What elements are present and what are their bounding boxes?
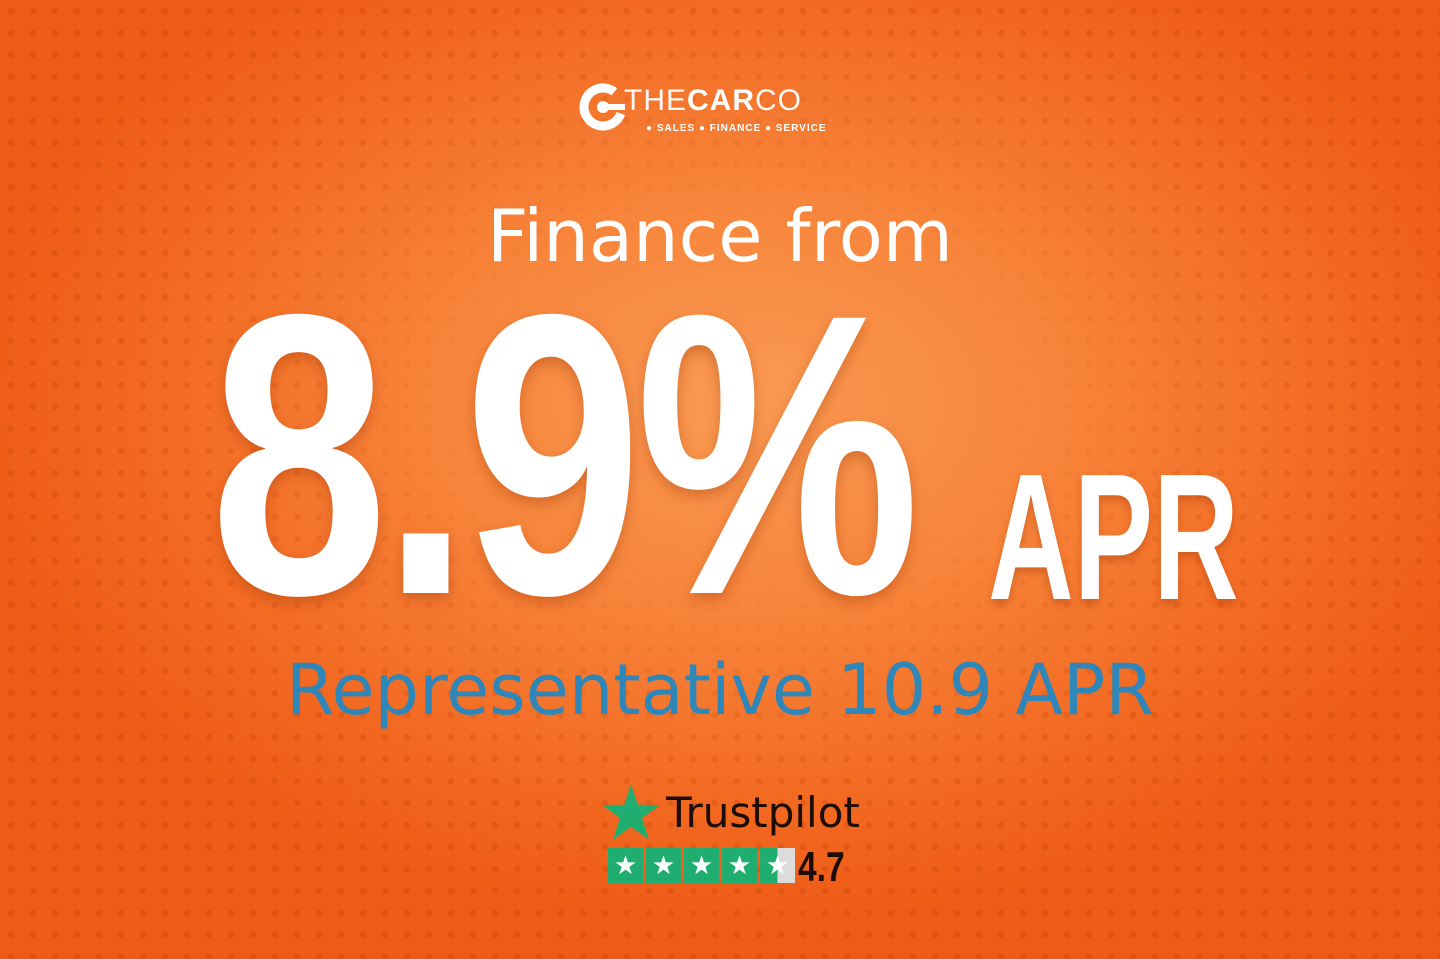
headline: Finance from: [487, 194, 953, 278]
star-icon: ★: [608, 848, 643, 883]
star-icon: ★: [722, 848, 757, 883]
logo-wordmark: THECARCO: [624, 84, 802, 117]
star-partial-icon: ★: [760, 848, 795, 883]
rating-stars: ★ ★ ★ ★ ★: [608, 848, 795, 883]
rate-suffix: APR: [988, 437, 1239, 638]
trustpilot-name: Trustpilot: [666, 788, 860, 837]
representative-apr: Representative 10.9 APR: [285, 649, 1155, 731]
logo-ring-icon: [579, 83, 627, 131]
rate-value: 8.9%: [210, 231, 920, 678]
trustpilot-star-icon: [602, 784, 660, 840]
trustpilot-score: 4.7: [798, 843, 845, 890]
thecarco-logo: THECARCO ● SALES ● FINANCE ● SERVICE: [578, 78, 868, 138]
logo-tagline: ● SALES ● FINANCE ● SERVICE: [646, 123, 827, 134]
star-icon: ★: [684, 848, 719, 883]
star-icon: ★: [646, 848, 681, 883]
